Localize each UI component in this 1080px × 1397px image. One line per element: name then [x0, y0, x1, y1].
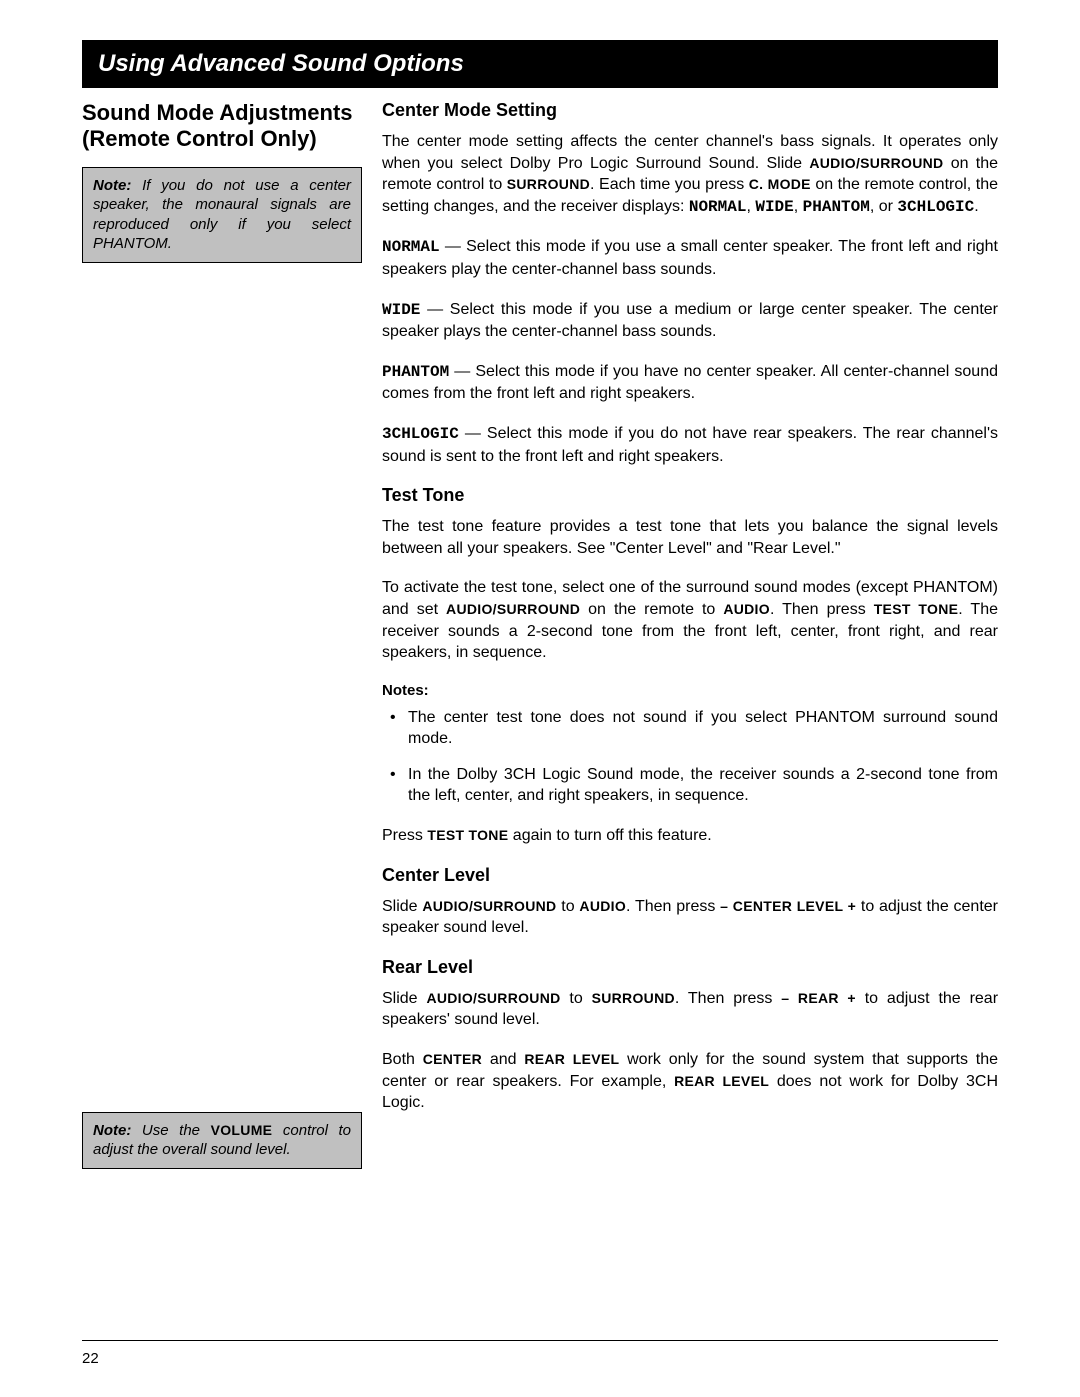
subheading-center-mode: Center Mode Setting [382, 100, 998, 121]
note-box-1: Note: If you do not use a center speaker… [82, 167, 362, 263]
heading-line2: (Remote Control Only) [82, 126, 317, 151]
sc: – REAR + [781, 990, 856, 1006]
subheading-center-level: Center Level [382, 865, 998, 886]
text: . Then press [626, 898, 720, 915]
text: Press [382, 827, 427, 844]
sc: TEST TONE [427, 827, 508, 843]
list-item: In the Dolby 3CH Logic Sound mode, the r… [408, 764, 998, 807]
mono: 3CHLOGIC [897, 198, 974, 216]
text: . Then press [770, 601, 874, 618]
text: on the remote to [580, 601, 723, 618]
note-body: If you do not use a center speaker, the … [93, 177, 351, 253]
main-heading: Sound Mode Adjustments (Remote Control O… [82, 100, 362, 153]
mono: 3CHLOGIC [382, 425, 459, 443]
text: . Each time you press [590, 176, 749, 193]
sc: REAR LEVEL [674, 1073, 769, 1089]
left-column: Sound Mode Adjustments (Remote Control O… [82, 100, 362, 1169]
sc: SURROUND [507, 176, 590, 192]
para-tt3: Press TEST TONE again to turn off this f… [382, 825, 998, 847]
section-banner: Using Advanced Sound Options [82, 40, 998, 88]
text: — Select this mode if you have no center… [382, 363, 998, 403]
notes-label: Notes: [382, 682, 998, 699]
sc: REAR LEVEL [524, 1051, 619, 1067]
list-item: The center test tone does not sound if y… [408, 707, 998, 750]
text: and [482, 1051, 524, 1068]
text: — Select this mode if you do not have re… [382, 425, 998, 465]
content-columns: Sound Mode Adjustments (Remote Control O… [82, 100, 998, 1169]
para-tt1: The test tone feature provides a test to… [382, 516, 998, 559]
text: Both [382, 1051, 423, 1068]
mono: NORMAL [689, 198, 747, 216]
note-box-2: Note: Use the VOLUME control to adjust t… [82, 1112, 362, 1169]
sc: AUDIO/SURROUND [809, 155, 943, 171]
note-label: Note: [93, 177, 131, 194]
spacer [82, 263, 362, 1112]
text: — Select this mode if you use a medium o… [382, 301, 998, 341]
text: Slide [382, 990, 426, 1007]
heading-line1: Sound Mode Adjustments [82, 100, 353, 125]
para-wide: WIDE — Select this mode if you use a med… [382, 299, 998, 343]
mono: NORMAL [382, 238, 440, 256]
text: Slide [382, 898, 422, 915]
text: — Select this mode if you use a small ce… [382, 238, 998, 278]
sc: AUDIO [723, 601, 770, 617]
note-label: Note: [93, 1122, 131, 1139]
sc: SURROUND [592, 990, 675, 1006]
para-center-level: Slide AUDIO/SURROUND to AUDIO. Then pres… [382, 896, 998, 939]
right-column: Center Mode Setting The center mode sett… [382, 100, 998, 1169]
mono: PHANTOM [382, 363, 449, 381]
text: to [561, 990, 592, 1007]
sc: AUDIO/SURROUND [446, 601, 580, 617]
sc: C. MODE [749, 176, 811, 192]
text: again to turn off this feature. [508, 827, 711, 844]
note-body-a: Use the [131, 1122, 210, 1139]
sc: TEST TONE [874, 601, 959, 617]
para-rear-level: Slide AUDIO/SURROUND to SURROUND. Then p… [382, 988, 998, 1031]
sc: AUDIO/SURROUND [426, 990, 560, 1006]
para-center-mode-intro: The center mode setting affects the cent… [382, 131, 998, 218]
footer-rule [82, 1340, 998, 1341]
mono: WIDE [382, 301, 420, 319]
sc: CENTER [423, 1051, 482, 1067]
para-3ch: 3CHLOGIC — Select this mode if you do no… [382, 423, 998, 467]
text: to [556, 898, 579, 915]
mono: PHANTOM [803, 198, 870, 216]
notes-list: The center test tone does not sound if y… [382, 707, 998, 807]
sc: – CENTER LEVEL + [720, 898, 856, 914]
para-tt2: To activate the test tone, select one of… [382, 577, 998, 663]
para-normal: NORMAL — Select this mode if you use a s… [382, 236, 998, 280]
page-number: 22 [82, 1350, 99, 1367]
subheading-rear-level: Rear Level [382, 957, 998, 978]
mono: WIDE [755, 198, 793, 216]
para-phantom: PHANTOM — Select this mode if you have n… [382, 361, 998, 405]
volume-sc: VOLUME [211, 1122, 273, 1138]
text: . Then press [675, 990, 781, 1007]
para-both: Both CENTER and REAR LEVEL work only for… [382, 1049, 998, 1114]
sc: AUDIO [579, 898, 626, 914]
sc: AUDIO/SURROUND [422, 898, 556, 914]
subheading-test-tone: Test Tone [382, 485, 998, 506]
